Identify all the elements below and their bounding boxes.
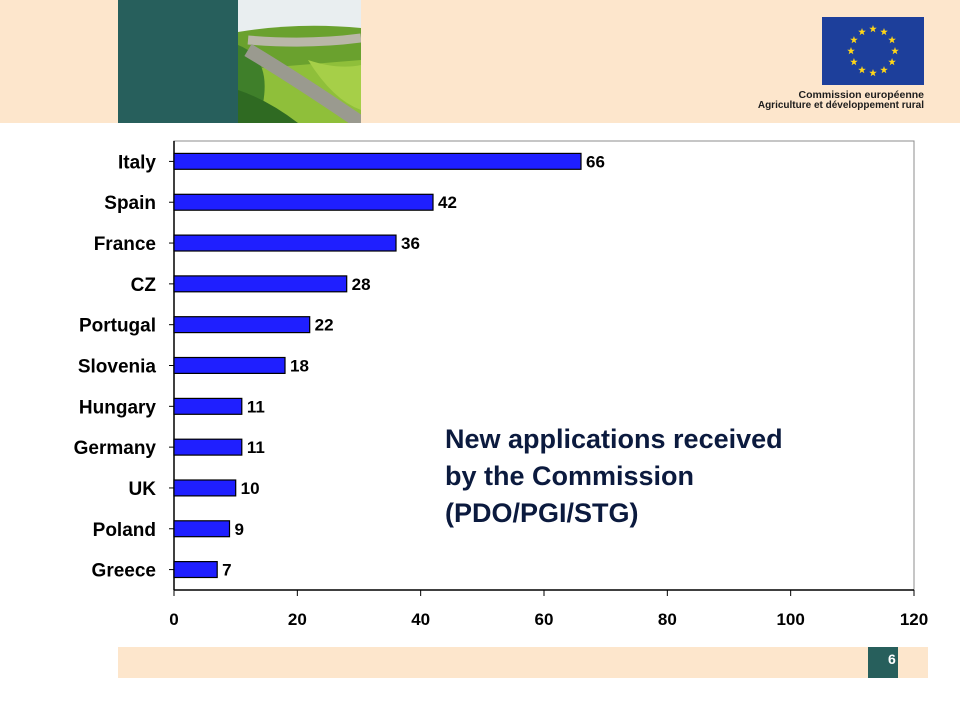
category-label: Slovenia xyxy=(78,357,157,378)
data-label: 66 xyxy=(586,152,605,171)
x-tick-label: 80 xyxy=(658,610,677,629)
bar-cz xyxy=(173,275,348,293)
eu-star-icon xyxy=(888,58,896,66)
header-accent-block xyxy=(118,0,238,123)
eu-star-icon xyxy=(880,66,888,74)
footer-bar xyxy=(118,647,928,678)
data-label: 18 xyxy=(290,357,309,376)
bar-greece xyxy=(173,560,218,579)
annotation-line: New applications received xyxy=(445,424,783,454)
eu-star-icon xyxy=(888,36,896,44)
x-axis-ticks: 0 20 40 60 80 100 120 xyxy=(169,590,928,629)
category-label: Spain xyxy=(104,193,156,214)
eu-star-icon xyxy=(850,58,858,66)
data-label: 9 xyxy=(235,520,244,539)
data-label: 11 xyxy=(247,438,265,457)
category-label: Italy xyxy=(118,152,156,173)
data-label: 7 xyxy=(222,561,231,580)
eu-star-icon xyxy=(847,47,855,55)
org-department: Agriculture et développement rural xyxy=(757,100,924,111)
eu-star-icon xyxy=(869,25,877,33)
bar-poland xyxy=(173,520,231,538)
eu-star-icon xyxy=(858,27,866,36)
eu-star-icon xyxy=(869,69,877,77)
bar-germany xyxy=(173,438,243,456)
x-tick-label: 40 xyxy=(411,610,430,629)
category-label: Portugal xyxy=(79,316,156,337)
data-label: 42 xyxy=(438,193,457,212)
category-label: Germany xyxy=(74,438,157,459)
category-labels: Italy Spain France CZ Portugal Slovenia Hungar… xyxy=(74,152,157,581)
x-tick-label: 60 xyxy=(535,610,554,629)
eu-star-icon xyxy=(850,36,858,44)
x-tick-label: 100 xyxy=(776,610,804,629)
bar-france xyxy=(173,234,397,252)
category-label: France xyxy=(94,234,156,255)
data-label: 36 xyxy=(401,234,420,253)
bar-slovenia xyxy=(173,356,286,374)
eu-star-icon xyxy=(858,66,866,74)
category-label: CZ xyxy=(131,275,157,296)
category-label: UK xyxy=(129,479,157,500)
data-label: 22 xyxy=(315,316,334,335)
chart-annotation: New applications received by the Commiss… xyxy=(445,421,915,532)
data-labels: 66 42 36 28 22 18 11 11 10 9 7 xyxy=(222,152,605,579)
bar-spain xyxy=(173,193,434,211)
page-number-box xyxy=(868,647,898,678)
page-number: 6 xyxy=(888,651,896,667)
category-label: Hungary xyxy=(79,397,157,418)
category-label: Greece xyxy=(92,561,156,582)
bar-italy xyxy=(173,152,582,170)
bar-uk xyxy=(173,479,237,497)
data-label: 10 xyxy=(241,479,260,498)
org-name: Commission européenne xyxy=(798,89,924,101)
annotation-line: (PDO/PGI/STG) xyxy=(445,498,639,528)
category-label: Poland xyxy=(93,520,156,541)
eu-flag-logo xyxy=(822,17,924,85)
bar-hungary xyxy=(173,397,243,415)
data-label: 11 xyxy=(247,397,265,416)
bar-series xyxy=(169,152,582,579)
eu-star-icon xyxy=(891,47,899,55)
annotation-line: by the Commission xyxy=(445,461,695,491)
bar-portugal xyxy=(173,316,311,334)
data-label: 28 xyxy=(352,275,371,294)
x-tick-label: 120 xyxy=(900,610,928,629)
x-tick-label: 20 xyxy=(288,610,307,629)
landscape-photo xyxy=(238,0,361,123)
eu-star-icon xyxy=(880,27,888,36)
x-tick-label: 0 xyxy=(169,610,178,629)
